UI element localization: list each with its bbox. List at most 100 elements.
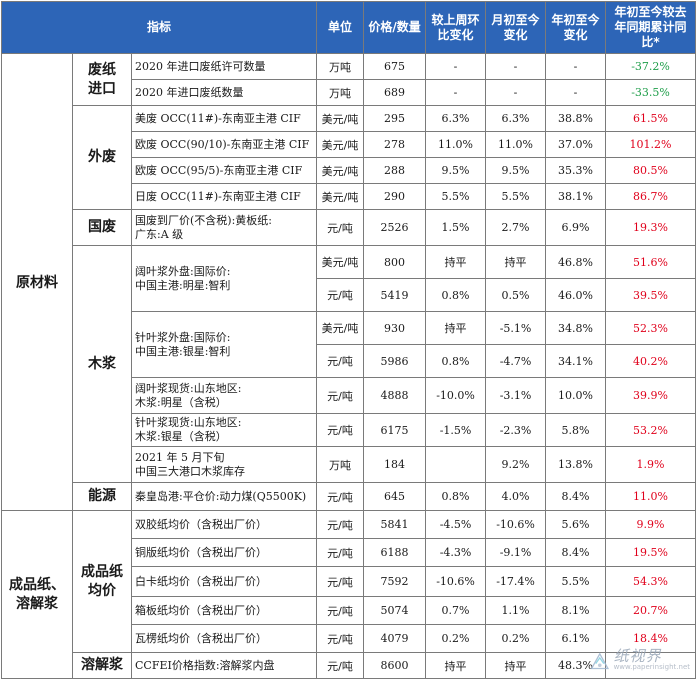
table-row: 2020 年进口废纸数量 万吨 689 - - - -33.5% [2, 79, 696, 106]
row-ytd: 46.8% [545, 245, 607, 279]
row-yoy: 61.5% [605, 105, 696, 132]
header-mtd: 月初至今变化 [485, 1, 547, 54]
row-yoy: 52.3% [605, 311, 696, 345]
row-name: 针叶浆外盘:国际价: 中国主港:银星:智利 [130, 311, 318, 378]
table-row: 原材料 废纸进口 2020 年进口废纸许可数量 万吨 675 - - - -37… [1, 53, 696, 511]
row-mtd: 2.7% [485, 209, 547, 246]
table-row: 瓦楞纸均价（含税出厂价） 元/吨 4079 0.2% 0.2% 6.1% 18.… [2, 624, 696, 653]
category-raw-materials: 原材料 [1, 53, 73, 511]
row-name: 阔叶浆外盘:国际价: 中国主港:明星:智利 [130, 245, 318, 312]
row-ytd: 46.0% [545, 278, 607, 312]
row-name: 欧废 OCC(95/5)-东南亚主港 CIF [130, 157, 318, 184]
row-yoy: 20.7% [605, 596, 696, 625]
category-finished-paper: 成品纸、溶解浆 [1, 510, 73, 679]
row-price: 4888 [363, 377, 427, 414]
row-price: 930 [363, 311, 427, 345]
table-row: 能源 秦皇岛港:平仓价:动力煤(Q5500K) 元/吨 645 0.8% 4.0… [2, 482, 696, 511]
row-wow: -10.6% [425, 566, 487, 597]
row-wow: -1.5% [425, 413, 487, 447]
row-ytd: - [545, 53, 607, 80]
watermark-brand: 纸视界 [613, 647, 662, 665]
row-wow: - [425, 53, 487, 80]
row-wow: 持平 [425, 311, 487, 345]
row-ytd: 34.1% [545, 344, 607, 378]
subcategory-waste-import: 废纸进口 [72, 53, 132, 106]
row-name: 欧废 OCC(90/10)-东南亚主港 CIF [130, 131, 318, 158]
row-ytd: 10.0% [545, 377, 607, 414]
row-price: 6188 [363, 538, 427, 567]
row-name: 阔叶浆现货:山东地区: 木浆:明星（含税） [130, 377, 318, 414]
row-wow: 6.3% [425, 105, 487, 132]
header-ytd: 年初至今变化 [545, 1, 607, 54]
row-name: 国废到厂价(不含税):黄板纸: 广东:A 级 [130, 209, 318, 246]
row-name: 箱板纸均价（含税出厂价） [130, 596, 318, 625]
row-price: 645 [363, 482, 427, 511]
row-price: 8600 [363, 652, 427, 679]
row-unit: 元/吨 [316, 538, 365, 567]
subcategory-label: 废纸进口 [88, 61, 116, 97]
row-ytd: - [545, 79, 607, 106]
row-wow: 0.7% [425, 596, 487, 625]
row-name: CCFEI价格指数:溶解浆内盘 [130, 652, 318, 679]
row-price: 800 [363, 245, 427, 279]
row-unit: 元/吨 [316, 624, 365, 653]
row-wow: 1.5% [425, 209, 487, 246]
row-mtd: 9.2% [485, 446, 547, 483]
row-yoy: 11.0% [605, 482, 696, 511]
row-wow [425, 446, 487, 483]
row-wow: 11.0% [425, 131, 487, 158]
subcategory-label: 成品纸均价 [81, 563, 123, 599]
row-name-line: 广东:A 级 [135, 227, 184, 241]
row-mtd: 9.5% [485, 157, 547, 184]
row-name: 秦皇岛港:平仓价:动力煤(Q5500K) [130, 482, 318, 511]
row-unit: 元/吨 [316, 344, 365, 378]
row-unit: 元/吨 [316, 652, 365, 679]
row-name-line: 针叶浆外盘:国际价: [135, 330, 231, 344]
row-ytd: 5.5% [545, 566, 607, 597]
row-mtd: 11.0% [485, 131, 547, 158]
row-yoy: 51.6% [605, 245, 696, 279]
row-price: 689 [363, 79, 427, 106]
row-yoy: 54.3% [605, 566, 696, 597]
row-unit: 元/吨 [316, 413, 365, 447]
watermark-url: www.paperinsight.net [613, 663, 690, 671]
table-row: 国废 国废到厂价(不含税):黄板纸: 广东:A 级 元/吨 2526 1.5% 2… [2, 209, 696, 246]
row-unit: 万吨 [316, 79, 365, 106]
row-name-line: 针叶浆现货:山东地区: [135, 416, 242, 429]
row-price: 278 [363, 131, 427, 158]
row-ytd: 38.8% [545, 105, 607, 132]
row-price: 184 [363, 446, 427, 483]
row-yoy: 39.9% [605, 377, 696, 414]
row-mtd: -5.1% [485, 311, 547, 345]
row-name-line: 木浆:明星（含税） [135, 395, 227, 409]
row-unit: 万吨 [316, 53, 365, 80]
row-name: 双胶纸均价（含税出厂价） [130, 510, 318, 539]
table-row: 元/吨 5986 0.8% -4.7% 34.1% 40.2% [2, 344, 696, 378]
row-mtd: - [485, 53, 547, 80]
row-yoy: 86.7% [605, 183, 696, 210]
row-price: 290 [363, 183, 427, 210]
table-row: 箱板纸均价（含税出厂价） 元/吨 5074 0.7% 1.1% 8.1% 20.… [2, 596, 696, 625]
row-wow: 5.5% [425, 183, 487, 210]
row-ytd: 8.1% [545, 596, 607, 625]
subcategory-finished-paper: 成品纸均价 [72, 510, 132, 653]
header-wow: 较上周环比变化 [425, 1, 487, 54]
row-mtd: 0.2% [485, 624, 547, 653]
row-wow: -4.5% [425, 510, 487, 539]
header-row: 指标 单位 价格/数量 较上周环比变化 月初至今变化 年初至今变化 年初至今较去… [0, 1, 696, 54]
row-name-line: 中国主港:明星:智利 [135, 278, 231, 292]
row-unit: 元/吨 [316, 482, 365, 511]
subcategory-dissolving-pulp: 溶解浆 [72, 652, 132, 679]
row-yoy: 101.2% [605, 131, 696, 158]
row-mtd: -9.1% [485, 538, 547, 567]
row-unit: 元/吨 [316, 566, 365, 597]
row-wow: -10.0% [425, 377, 487, 414]
row-unit: 美元/吨 [316, 311, 365, 345]
row-unit: 元/吨 [316, 510, 365, 539]
row-name-line: 中国三大港口木浆库存 [135, 464, 245, 478]
table-row: 欧废 OCC(95/5)-东南亚主港 CIF 美元/吨 288 9.5% 9.5… [2, 157, 696, 184]
row-price: 6175 [363, 413, 427, 447]
row-price: 7592 [363, 566, 427, 597]
row-price: 5841 [363, 510, 427, 539]
row-name-line: 2021 年 5 月下旬 [135, 450, 225, 464]
